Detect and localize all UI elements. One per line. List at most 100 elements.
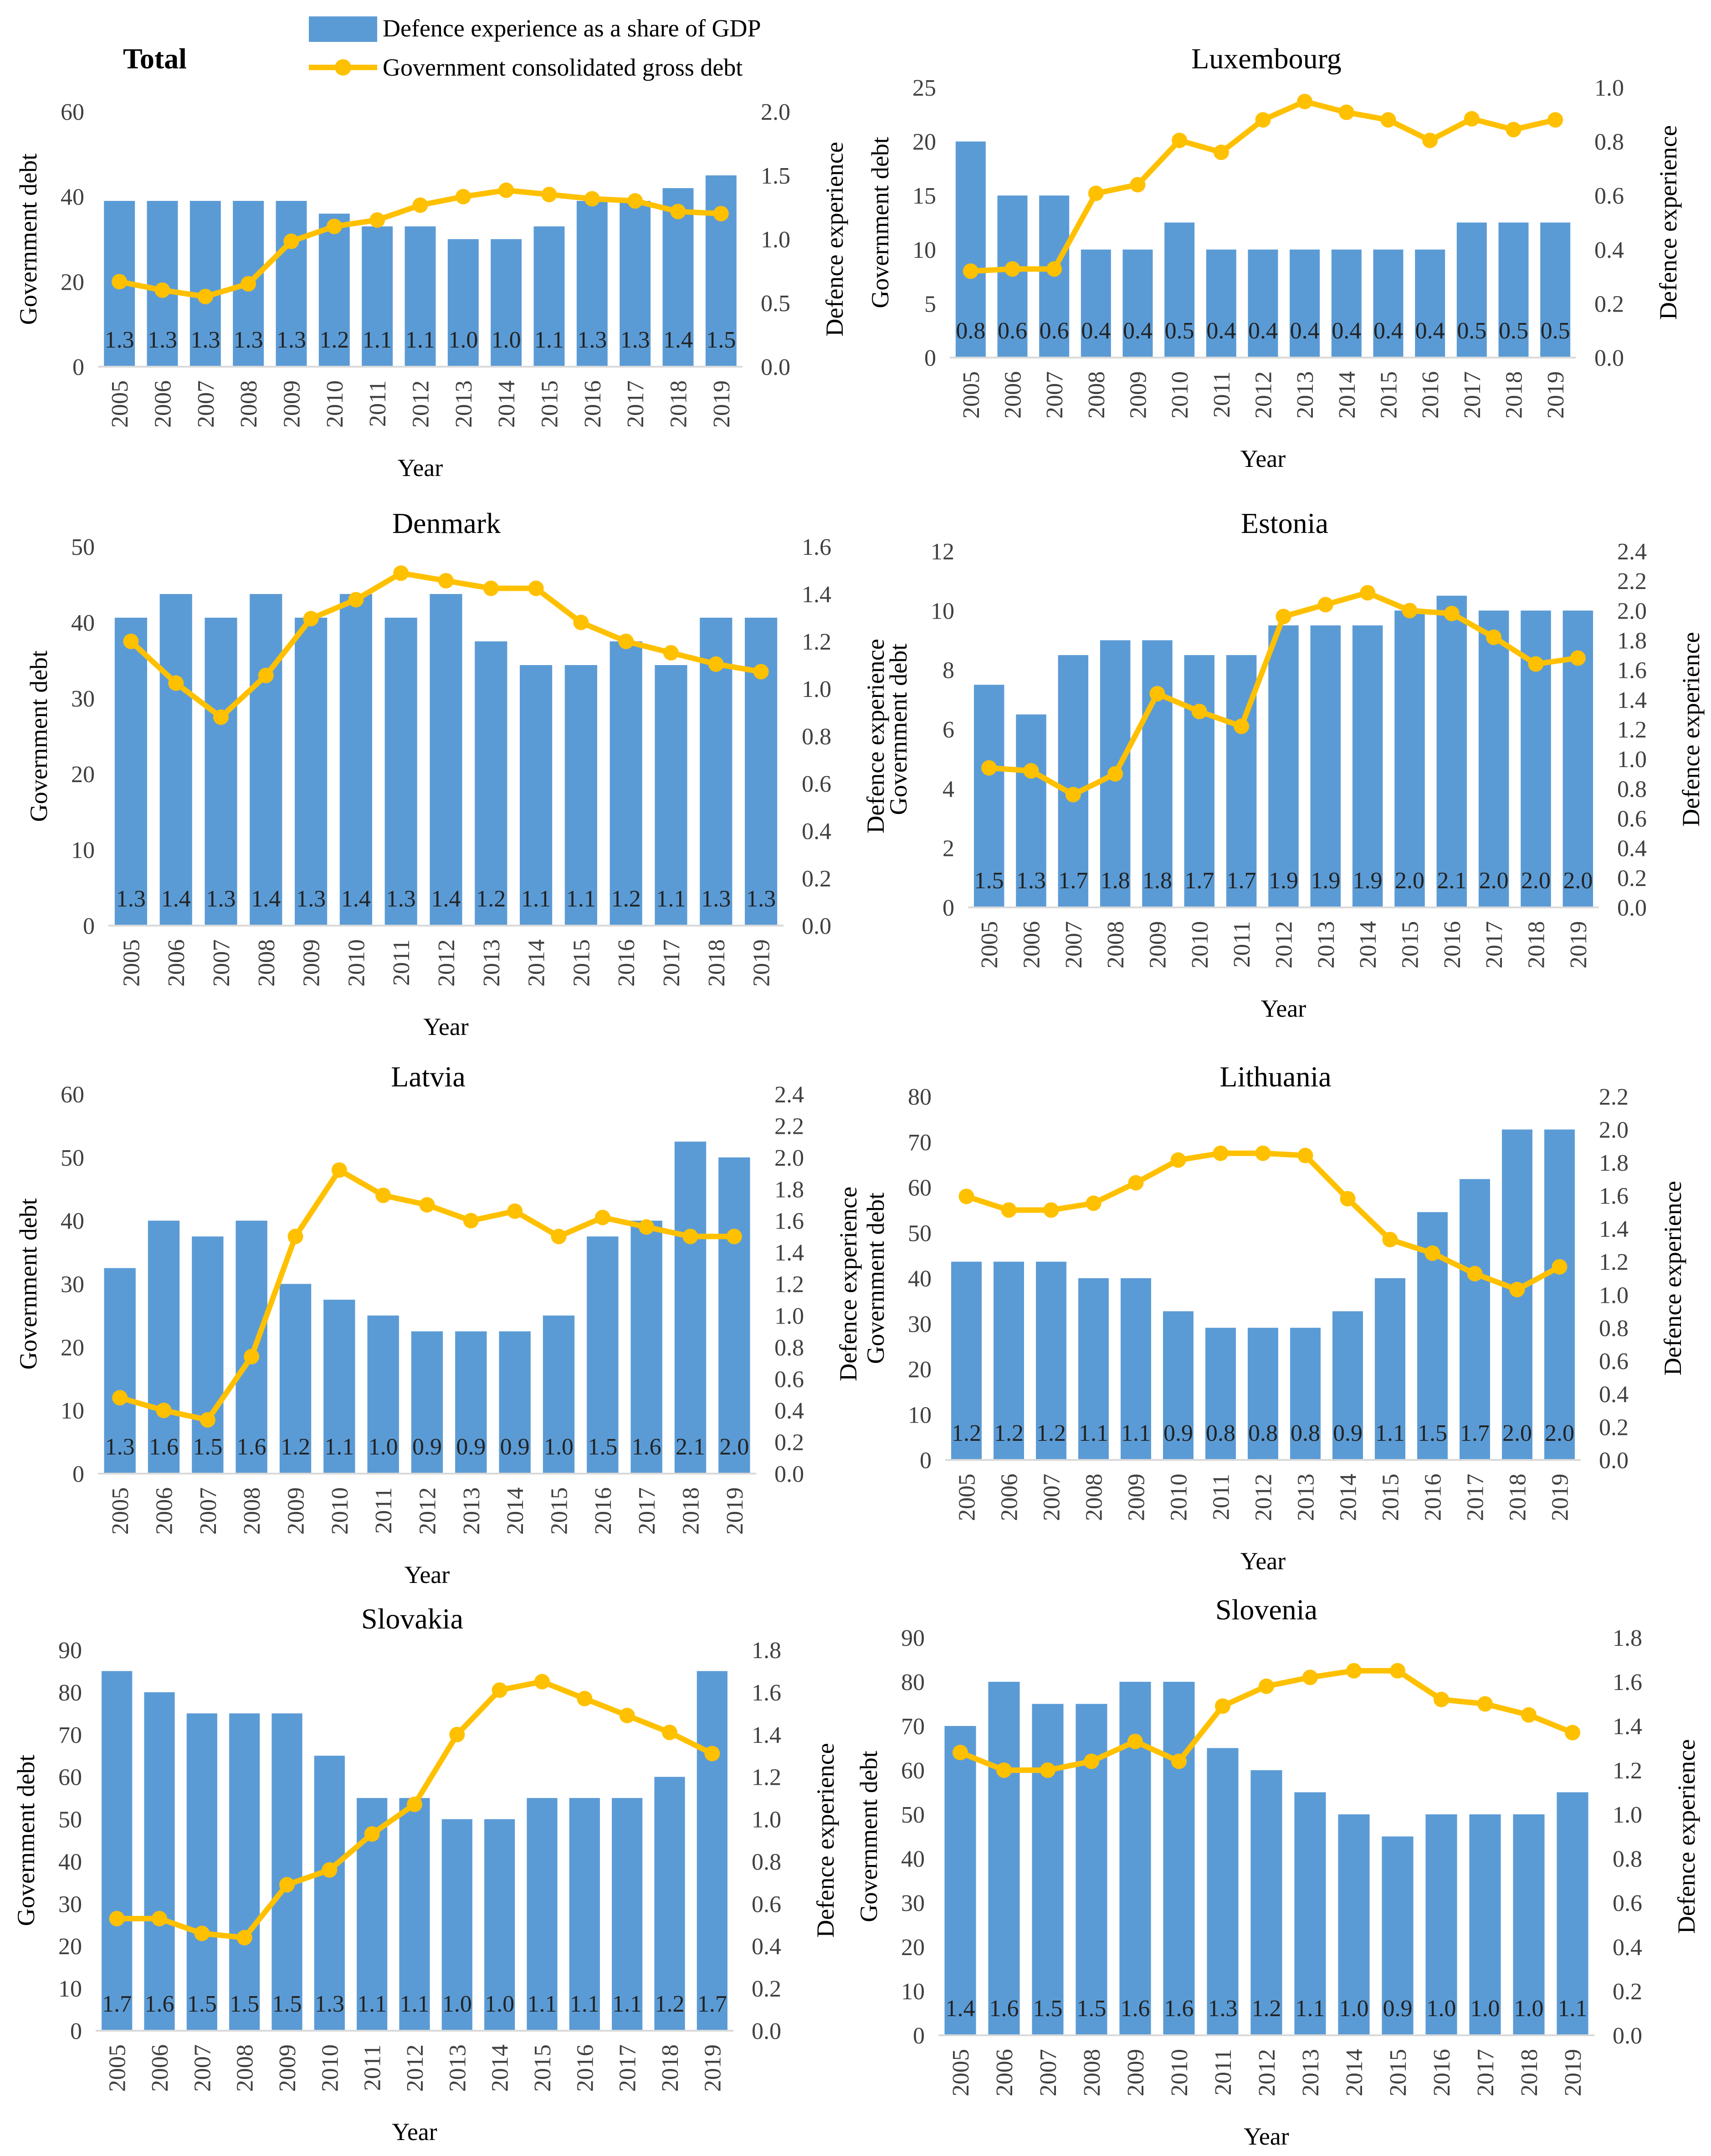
x-tick-label: 2019: [722, 1487, 748, 1535]
bar-data-label: 1.1: [1558, 1996, 1588, 2022]
bar-data-label: 0.4: [1248, 318, 1278, 344]
bar-data-label: 2.0: [1563, 868, 1593, 894]
debt-point: [152, 1910, 167, 1926]
x-tick-label: 2010: [1187, 921, 1213, 968]
debt-point: [1380, 112, 1396, 128]
y2-tick-label: 1.4: [802, 582, 831, 608]
bar-data-label: 1.7: [1227, 868, 1256, 894]
y-tick-label: 4: [943, 776, 954, 802]
bar-data-label: 1.0: [1470, 1996, 1500, 2022]
bar: [1081, 249, 1111, 358]
bar: [1498, 222, 1529, 358]
bar-data-label: 1.3: [620, 327, 650, 353]
bar: [1352, 625, 1383, 907]
x-tick-label: 2014: [524, 939, 550, 987]
bar: [674, 1142, 707, 1474]
bar-data-label: 1.2: [281, 1434, 310, 1460]
x-tick-label: 2010: [322, 380, 348, 428]
bar-data-label: 1.2: [476, 886, 506, 912]
x-tick-label: 2018: [1505, 1474, 1531, 1521]
bar-data-label: 1.3: [315, 1991, 344, 2017]
bar: [339, 594, 372, 926]
y2-tick-label: 1.2: [774, 1272, 804, 1298]
y-tick-label: 10: [58, 1976, 82, 2002]
bar-data-label: 2.1: [1437, 868, 1466, 894]
bar-data-label: 1.1: [1296, 1996, 1325, 2022]
bar: [236, 1220, 267, 1474]
x-tick-label: 2015: [569, 939, 594, 987]
debt-point: [279, 1877, 295, 1893]
y-tick-label: 60: [61, 99, 84, 125]
x-tick-label: 2005: [977, 921, 1003, 968]
x-tick-label: 2007: [190, 2044, 215, 2092]
x-tick-label: 2009: [1123, 2049, 1149, 2096]
bar-data-label: 2.0: [1479, 868, 1509, 894]
bar-data-label: 1.2: [655, 1991, 685, 2017]
x-tick-label: 2006: [147, 2044, 173, 2092]
x-tick-label: 2008: [232, 2044, 258, 2092]
bar: [1544, 1129, 1575, 1460]
y-tick-label: 30: [71, 686, 95, 712]
bar-data-label: 1.6: [1121, 1996, 1150, 2022]
bar: [1184, 655, 1215, 907]
y-tick-label: 60: [58, 1765, 82, 1791]
bar: [491, 239, 522, 367]
legend-line-label: Government consolidated gross debt: [383, 54, 743, 81]
bar-data-label: 0.8: [1206, 1420, 1235, 1446]
bar: [1415, 249, 1445, 358]
y-tick-label: 20: [908, 1357, 932, 1383]
x-tick-label: 2013: [1298, 2049, 1324, 2096]
y2-tick-label: 0.4: [1599, 1382, 1629, 1408]
bar: [1248, 1327, 1278, 1460]
x-tick-label: 2013: [1313, 921, 1339, 968]
chart-panel-0: Total 0 20 40 60 0.0 0.5 1.0 1.5 2.0 1.3 1.3 1.3 1.3 1…: [15, 42, 848, 481]
x-tick-label: 2013: [445, 2044, 471, 2092]
y2-tick-label: 0.0: [1594, 345, 1624, 371]
y-tick-label: 40: [58, 1849, 82, 1875]
y-tick-label: 5: [924, 291, 936, 317]
x-tick-label: 2011: [1209, 371, 1235, 418]
y-tick-label: 10: [931, 598, 954, 624]
bar-data-label: 1.7: [1184, 868, 1214, 894]
bar-data-label: 1.1: [570, 1991, 599, 2017]
y2-tick-label: 0.0: [802, 913, 831, 939]
x-tick-label: 2016: [572, 2044, 598, 2092]
chart-title: Estonia: [1241, 507, 1328, 539]
x-tick-label: 2013: [451, 380, 477, 428]
y2-tick-label: 1.6: [1617, 658, 1647, 684]
y2-tick-label: 0.0: [761, 354, 790, 380]
bar-data-label: 1.0: [1339, 1996, 1369, 2022]
bar-data-label: 1.1: [612, 1991, 642, 2017]
x-tick-label: 2018: [1501, 371, 1527, 419]
bar-data-label: 1.0: [492, 327, 521, 353]
x-tick-label: 2006: [992, 2049, 1018, 2096]
bar: [190, 201, 221, 367]
debt-point: [1065, 787, 1081, 803]
bar: [1394, 610, 1425, 907]
y2-tick-label: 1.0: [761, 227, 790, 253]
bar-data-label: 1.2: [611, 886, 641, 912]
debt-point: [197, 289, 213, 304]
debt-point: [1255, 112, 1271, 128]
y-tick-label: 20: [61, 1335, 84, 1361]
x-tick-label: 2015: [1378, 1474, 1404, 1521]
bar: [1469, 1814, 1501, 2035]
debt-point: [1424, 1245, 1440, 1261]
y2-tick-label: 0.0: [1617, 895, 1647, 921]
x-tick-label: 2018: [704, 939, 730, 987]
bar-data-label: 1.5: [1033, 1996, 1063, 2022]
x-tick-label: 2013: [459, 1487, 485, 1535]
y-axis-label: Government debt: [862, 1193, 889, 1364]
y2-tick-label: 1.4: [1599, 1216, 1629, 1242]
debt-point: [1486, 629, 1502, 645]
x-tick-label: 2008: [1084, 371, 1110, 419]
y2-tick-label: 0.4: [774, 1398, 804, 1424]
bar-data-label: 1.4: [161, 886, 191, 912]
bar-data-label: 2.0: [1521, 868, 1551, 894]
bar: [1164, 222, 1195, 358]
bar: [564, 665, 597, 926]
x-tick-label: 2014: [1334, 371, 1360, 419]
y-tick-label: 6: [943, 717, 954, 743]
debt-point: [326, 219, 342, 234]
x-tick-label: 2011: [371, 1487, 397, 1534]
